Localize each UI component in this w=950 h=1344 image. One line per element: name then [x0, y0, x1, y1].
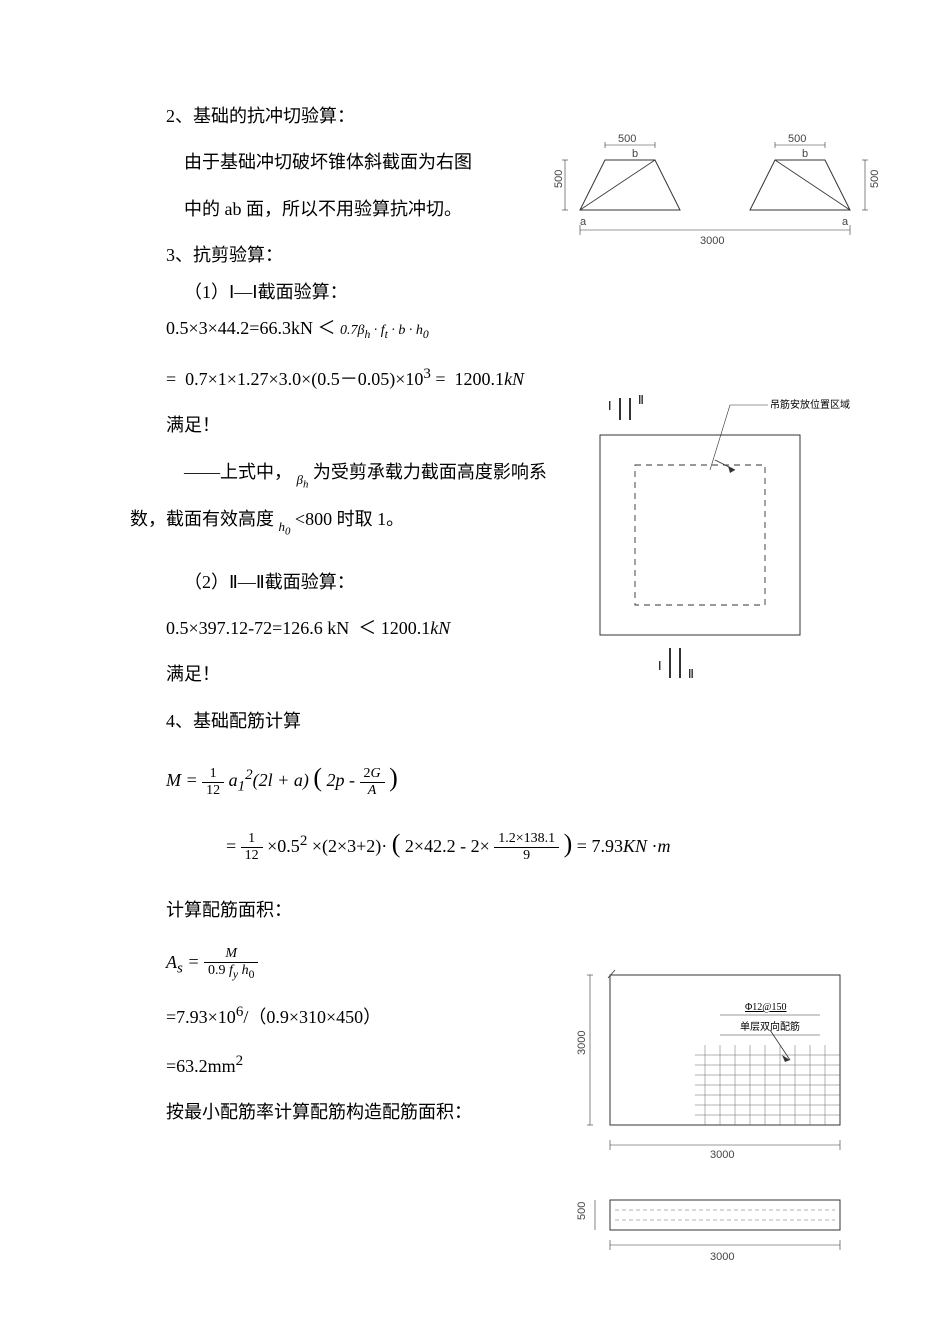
dim-500-sec: 500	[576, 1202, 588, 1220]
section3-sub2: （2）Ⅱ—Ⅱ截面验算：	[130, 566, 550, 598]
note-mid: 为受剪承载力截面高度影响系	[313, 462, 547, 482]
section3-ok1: 满足！	[130, 409, 550, 441]
section3-calc2: = 0.7×1×1.27×3.0×(0.5－0.05)×103 = 1200.1…	[130, 361, 550, 395]
figure-top: a b a b 500 500 500 500 3000	[550, 130, 890, 250]
formula-M-calc: = 112 ×0.52 ×(2×3+2)· ( 2×42.2 - 2× 1.2×…	[166, 829, 870, 864]
label-b-right: b	[802, 148, 808, 160]
dim-3000-v: 3000	[576, 1031, 588, 1055]
section3-calc1: 0.5×3×44.2=66.3kN ＜ 0.7βh · ft · b · h0	[130, 312, 550, 345]
label-a-left: a	[580, 216, 587, 228]
figure-middle: Ⅰ Ⅱ 吊筋安放位置区域 Ⅰ Ⅱ	[580, 390, 880, 680]
section3-note-line2: 数，截面有效高度 h0 <800 时取 1。	[130, 503, 550, 536]
note-beta: βh	[297, 472, 309, 487]
section3-sub1: （1）Ⅰ—Ⅰ截面验算：	[130, 276, 550, 308]
section2-title: 2、基础的抗冲切验算：	[130, 100, 550, 132]
dim-500-tl: 500	[618, 133, 636, 145]
note-h0: h0	[279, 519, 291, 534]
figure-bottom2-svg: 500 3000	[560, 1190, 880, 1270]
marker-II-top: Ⅱ	[638, 393, 644, 407]
figure-middle-svg: Ⅰ Ⅱ 吊筋安放位置区域 Ⅰ Ⅱ	[580, 390, 880, 680]
calc1-left: 0.5×3×44.2=66.3kN ＜	[166, 318, 335, 338]
reinforce-label: Φ12@150	[745, 1002, 787, 1013]
section4-title: 4、基础配筋计算	[130, 705, 550, 737]
figure-bottom: Φ12@150 单层双向配筋 3000 3000	[560, 960, 880, 1160]
dim-3000-top: 3000	[700, 235, 724, 247]
marker-I-bot: Ⅰ	[658, 659, 662, 673]
dim-500-vr: 500	[869, 170, 881, 188]
note-l2-pre: 数，截面有效高度	[130, 509, 274, 529]
dim-3000-sec: 3000	[710, 1251, 734, 1263]
calc1-formula: 0.7βh · ft · b · h0	[340, 323, 429, 338]
min-rate: 按最小配筋率计算配筋构造配筋面积：	[130, 1096, 550, 1128]
figure-bottom-svg: Φ12@150 单层双向配筋 3000 3000	[560, 960, 880, 1160]
note-pre: ——上式中，	[184, 462, 292, 482]
result-As: =63.2mm2	[130, 1048, 550, 1082]
figure-bottom2: 500 3000	[560, 1190, 880, 1270]
section2-line1: 由于基础冲切破坏锥体斜截面为右图	[130, 146, 550, 178]
label-a-right: a	[842, 216, 849, 228]
dim-500-vl: 500	[553, 170, 565, 188]
section3-calc3: 0.5×397.12-72=126.6 kN ＜ 1200.1kN	[130, 612, 550, 644]
formula-M: M = 112 a12(2l + a) ( 2p - 2GA )	[166, 763, 870, 798]
dim-3000-h: 3000	[710, 1149, 734, 1160]
dim-500-tr: 500	[788, 133, 806, 145]
marker-I-top: Ⅰ	[608, 399, 612, 413]
calc-area-title: 计算配筋面积：	[130, 894, 550, 926]
figure-top-svg: a b a b 500 500 500 500 3000	[550, 130, 890, 250]
section3-ok2: 满足！	[130, 658, 550, 690]
note-l2-post: <800 时取 1。	[295, 509, 404, 529]
calc-As: =7.93×106/（0.9×310×450）	[130, 999, 550, 1033]
section2-line2: 中的 ab 面，所以不用验算抗冲切。	[130, 193, 550, 225]
label-placement: 吊筋安放位置区域	[770, 398, 850, 411]
section3-title: 3、抗剪验算：	[130, 239, 550, 271]
marker-II-bot: Ⅱ	[688, 667, 694, 680]
label-b-left: b	[632, 148, 638, 160]
section3-note-line1: ——上式中， βh 为受剪承载力截面高度影响系	[130, 456, 560, 489]
layer-label: 单层双向配筋	[740, 1020, 800, 1033]
